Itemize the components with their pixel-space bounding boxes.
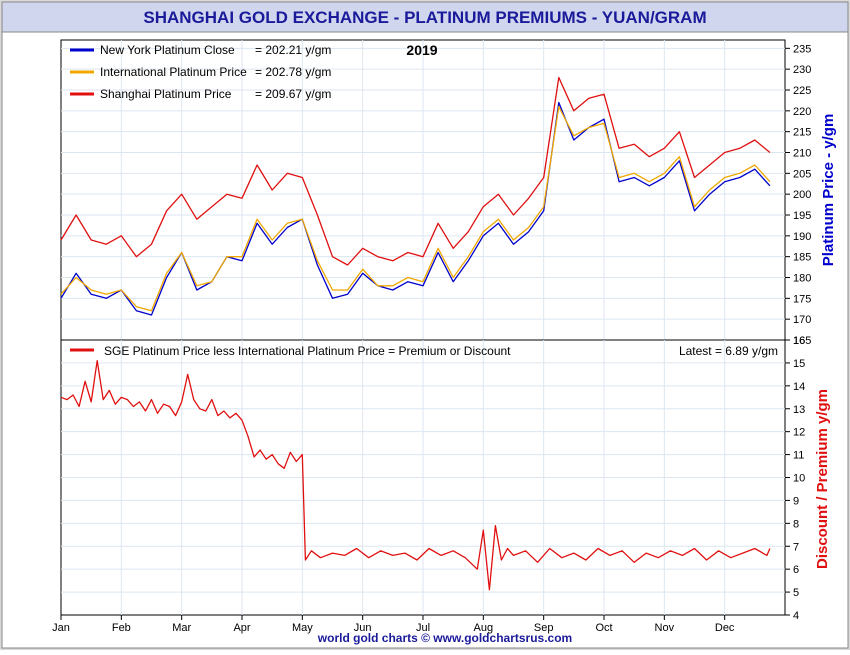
price-y-tick-label: 230 (793, 64, 811, 76)
premium-y-tick-label: 9 (793, 495, 799, 507)
month-axis: Jan Feb Mar Apr May Jun Jul Aug Sep Oct Nov Dec (52, 615, 735, 634)
premium-y-tick-label: 12 (793, 427, 805, 439)
year-label: 2019 (406, 42, 437, 58)
premium-y-tick-label: 7 (793, 541, 799, 553)
price-y-tick-label: 235 (793, 43, 811, 55)
price-y-tick-label: 180 (793, 273, 811, 285)
international-series-line (60, 106, 771, 312)
premium-y-tick-label: 11 (793, 450, 804, 462)
premium-series-line (60, 359, 771, 591)
price-y-tick-label: 195 (793, 210, 811, 222)
latest-premium-label: Latest = 6.89 y/gm (679, 344, 778, 358)
premium-panel: 4 5 6 7 8 9 10 11 12 13 14 15 16 SGE Platinum Price … (60, 335, 831, 622)
shanghai-legend-value: = 209.67 y/gm (255, 87, 331, 101)
premium-y-tick-label: 13 (793, 404, 805, 416)
price-y-tick-label: 170 (793, 314, 811, 326)
month-tick-label: Dec (715, 622, 735, 634)
premium-y-tick-label: 5 (793, 587, 799, 599)
price-y-tick-label: 185 (793, 252, 811, 264)
premium-y-tick-label: 10 (793, 473, 805, 485)
month-tick-label: Oct (595, 622, 612, 634)
price-y-tick-label: 220 (793, 106, 811, 118)
month-tick-label: May (292, 622, 313, 634)
premium-y-tick-label: 6 (793, 564, 799, 576)
month-tick-label: Jul (416, 622, 430, 634)
shanghai-series-line (60, 76, 771, 266)
month-tick-label: Jan (52, 622, 70, 634)
premium-y-tick-label: 16 (793, 335, 805, 347)
month-tick-label: Nov (655, 622, 675, 634)
footer-credit: world gold charts © www.goldchartsrus.co… (317, 631, 572, 645)
new-york-legend-value: = 202.21 y/gm (255, 43, 331, 57)
price-y-tick-label: 165 (793, 335, 811, 347)
premium-y-tick-label: 4 (793, 610, 799, 622)
price-y-tick-label: 175 (793, 293, 811, 305)
price-y-axis-label: Platinum Price - y/gm (820, 114, 837, 267)
price-y-tick-label: 200 (793, 189, 811, 201)
premium-series-line (60, 359, 771, 591)
chart-title: SHANGHAI GOLD EXCHANGE - PLATINUM PREMIU… (143, 8, 706, 27)
new-york-legend-label: New York Platinum Close (100, 43, 235, 57)
international-legend-value: = 202.78 y/gm (255, 65, 331, 79)
price-y-tick-label: 210 (793, 148, 811, 160)
premium-y-tick-label: 14 (793, 381, 805, 393)
premium-legend-label: SGE Platinum Price less International Pl… (104, 344, 511, 358)
month-tick-label: Mar (172, 622, 191, 634)
price-y-tick-label: 190 (793, 231, 811, 243)
shanghai-legend-label: Shanghai Platinum Price (100, 87, 232, 101)
premium-y-ticks: 4 5 6 7 8 9 10 11 12 13 14 15 16 (785, 335, 805, 622)
month-tick-label: Aug (474, 622, 494, 634)
premium-y-axis-label: Discount / Premium y/gm (814, 389, 831, 569)
price-y-tick-label: 205 (793, 168, 811, 180)
price-legend: New York Platinum Close = 202.21 y/gm Inte… (70, 43, 331, 101)
month-tick-label: Apr (233, 622, 250, 634)
month-tick-label: Sep (534, 622, 554, 634)
premium-y-tick-label: 8 (793, 518, 799, 530)
international-legend-label: International Platinum Price (100, 65, 247, 79)
price-y-ticks: 165 170 175 180 185 190 195 200 205 210 215 220 225 2… (785, 43, 811, 347)
price-y-tick-label: 215 (793, 127, 811, 139)
title-bar (1, 1, 849, 33)
month-tick-label: Feb (112, 622, 131, 634)
premium-y-tick-label: 15 (793, 358, 805, 370)
price-panel: 165 170 175 180 185 190 195 200 205 210 215 220 225 2… (60, 39, 837, 347)
month-tick-label: Jun (354, 622, 372, 634)
price-y-tick-label: 225 (793, 85, 811, 97)
price-series-lines (60, 76, 771, 316)
